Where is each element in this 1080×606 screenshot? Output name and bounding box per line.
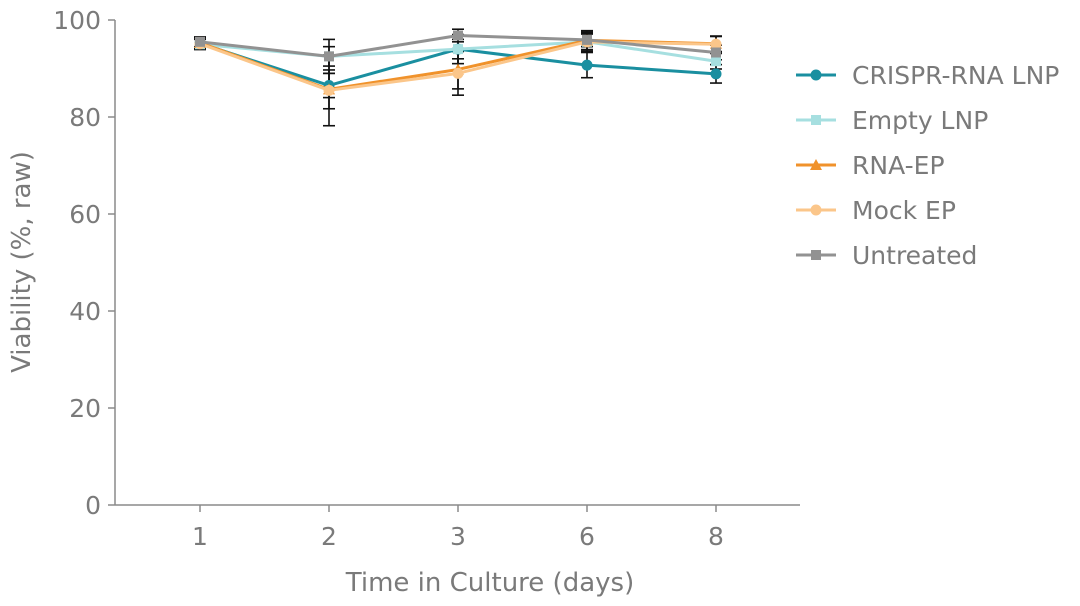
data-point xyxy=(582,34,592,45)
x-tick-label: 1 xyxy=(192,522,208,551)
legend-label: RNA-EP xyxy=(852,151,945,180)
legend-item-2: RNA-EP xyxy=(796,151,945,180)
data-point xyxy=(195,36,205,47)
series-4 xyxy=(195,30,721,62)
data-point xyxy=(711,47,721,58)
data-point xyxy=(452,67,464,79)
legend-swatch-marker xyxy=(811,115,821,125)
x-tick-label: 6 xyxy=(579,522,595,551)
legend-item-0: CRISPR-RNA LNP xyxy=(796,61,1059,90)
legend-swatch-marker xyxy=(810,69,822,81)
legend-label: Mock EP xyxy=(852,196,956,225)
legend-item-3: Mock EP xyxy=(796,196,956,225)
legend-swatch-marker xyxy=(811,250,821,260)
y-tick-label: 60 xyxy=(69,200,101,229)
legend-label: Untreated xyxy=(852,241,977,270)
y-tick-label: 20 xyxy=(69,394,101,423)
y-tick-label: 80 xyxy=(69,103,101,132)
x-tick-label: 8 xyxy=(708,522,724,551)
data-point xyxy=(323,84,335,96)
data-point xyxy=(453,44,463,55)
legend-label: CRISPR-RNA LNP xyxy=(852,61,1059,90)
y-tick-label: 40 xyxy=(69,297,101,326)
data-point xyxy=(710,68,722,80)
x-axis-label: Time in Culture (days) xyxy=(345,568,634,598)
y-tick-label: 100 xyxy=(53,6,101,35)
legend: CRISPR-RNA LNP Empty LNP RNA-EP Mock EP Untr… xyxy=(796,61,1059,270)
data-point xyxy=(710,38,722,50)
data-point xyxy=(453,30,463,41)
data-point xyxy=(711,56,721,67)
y-tick-label: 0 xyxy=(85,491,101,520)
y-axis-label: Viability (%, raw) xyxy=(7,151,37,373)
x-tick-label: 2 xyxy=(321,522,337,551)
legend-swatch-marker xyxy=(810,204,822,216)
data-point xyxy=(581,59,593,71)
series-layer xyxy=(194,28,722,127)
legend-label: Empty LNP xyxy=(852,106,988,135)
axes: 0 20 40 60 80 100 1 2 3 6 8 xyxy=(53,6,800,551)
x-tick-label: 3 xyxy=(450,522,466,551)
legend-item-4: Untreated xyxy=(796,241,977,270)
legend-swatch-marker xyxy=(810,159,822,170)
legend-item-1: Empty LNP xyxy=(796,106,988,135)
data-point xyxy=(324,51,334,62)
